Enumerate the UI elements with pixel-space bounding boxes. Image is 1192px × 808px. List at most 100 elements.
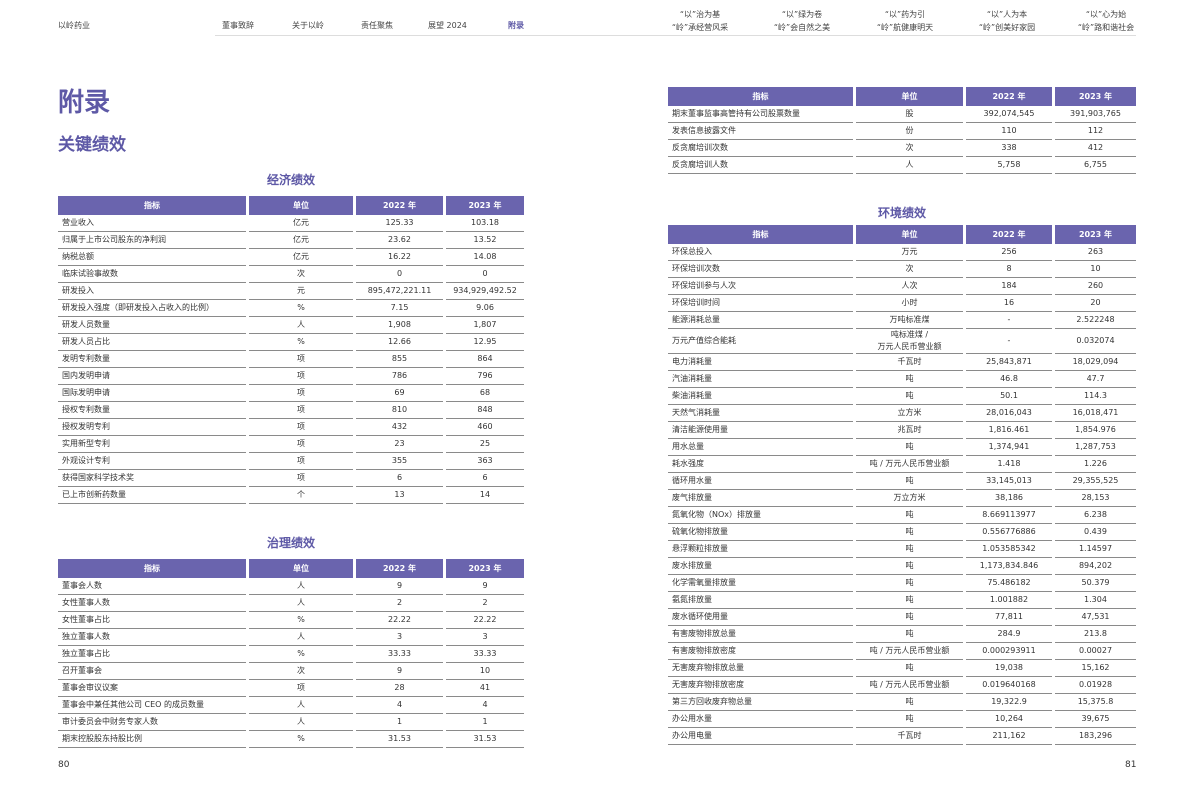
table-row: 反贪腐培训人数人 5,758 6,755: [668, 157, 1136, 174]
table-cell: 69: [356, 385, 443, 402]
table-cell: 亿元: [249, 249, 353, 266]
table-row: 无害废弃物排放总量吨 19,038 15,162: [668, 660, 1136, 677]
table-cell: 份: [856, 123, 963, 140]
table-cell: 1.226: [1055, 456, 1136, 473]
table-cell: 环保培训参与人次: [668, 278, 853, 295]
table-row: 研发人员数量人 1,908 1,807: [58, 317, 524, 334]
table-cell: 263: [1055, 244, 1136, 261]
column-header: 2022 年: [966, 87, 1052, 106]
table-cell: 人: [249, 578, 353, 595]
table-cell: 31.53: [446, 731, 524, 748]
theme-line: “岭”创美好家园: [978, 23, 1036, 32]
table-row: 悬浮颗粒排放量吨 1.053585342 1.14597: [668, 541, 1136, 558]
table-cell: 吨 / 万元人民币营业额: [856, 456, 963, 473]
table-row: 期末董事监事高管持有公司股票数量股 392,074,545 391,903,765: [668, 106, 1136, 123]
table-cell: 女性董事占比: [58, 612, 246, 629]
table-cell: 项: [249, 470, 353, 487]
table-cell: 4: [446, 697, 524, 714]
table-row: 柴油消耗量吨 50.1 114.3: [668, 388, 1136, 405]
table-row: 汽油消耗量吨 46.8 47.7: [668, 371, 1136, 388]
table-cell: 次: [856, 140, 963, 157]
table-cell: 864: [446, 351, 524, 368]
table-cell: 研发投入强度（即研发投入占收入的比例）: [58, 300, 246, 317]
table-cell: 22.22: [446, 612, 524, 629]
table-cell: 吨: [856, 388, 963, 405]
table-cell: 审计委员会中财务专家人数: [58, 714, 246, 731]
table-cell: 6: [356, 470, 443, 487]
table-cell: 0.439: [1055, 524, 1136, 541]
table-cell: 悬浮颗粒排放量: [668, 541, 853, 558]
column-header: 单位: [856, 225, 963, 244]
column-header: 2023 年: [1055, 87, 1136, 106]
table-cell: 10: [1055, 261, 1136, 278]
table-cell: 0.556776886: [966, 524, 1052, 541]
table-cell: 10,264: [966, 711, 1052, 728]
column-header: 2023 年: [446, 559, 524, 578]
table-cell: 23.62: [356, 232, 443, 249]
table-row: 期末控股股东持股比例% 31.53 31.53: [58, 731, 524, 748]
table-cell: 9: [446, 578, 524, 595]
table-row: 独立董事占比% 33.33 33.33: [58, 646, 524, 663]
theme: “以”人为本 “岭”创美好家园: [957, 8, 1057, 34]
table-cell: 吨: [856, 711, 963, 728]
table-cell: 39,675: [1055, 711, 1136, 728]
table-cell: 项: [249, 419, 353, 436]
table-cell: 董事会人数: [58, 578, 246, 595]
table-cell: 国内发明申请: [58, 368, 246, 385]
table-cell: 68: [446, 385, 524, 402]
table-row: 发明专利数量项 855 864: [58, 351, 524, 368]
table-cell: 废气排放量: [668, 490, 853, 507]
header-row: 指标 单位 2022 年 2023 年: [668, 225, 1136, 244]
table-cell: 吨: [856, 473, 963, 490]
table-cell: 2: [446, 595, 524, 612]
table-row: 临床试验事故数次 0 0: [58, 266, 524, 283]
table-cell: 25: [446, 436, 524, 453]
table-cell: 0.000293911: [966, 643, 1052, 660]
table-row: 董事会审议议案项 28 41: [58, 680, 524, 697]
table-cell: 反贪腐培训次数: [668, 140, 853, 157]
table-cell: 1,816.461: [966, 422, 1052, 439]
table-cell: 256: [966, 244, 1052, 261]
table-cell: 432: [356, 419, 443, 436]
page-title: 附录: [58, 88, 111, 118]
table-cell: 独立董事人数: [58, 629, 246, 646]
table-row: 天然气消耗量 立方米 28,016,043 16,018,471: [668, 405, 1136, 422]
column-header: 指标: [668, 87, 853, 106]
table-cell: 183,296: [1055, 728, 1136, 745]
table-row: 电力消耗量 千瓦时 25,843,871 18,029,094: [668, 354, 1136, 371]
table-cell: 855: [356, 351, 443, 368]
table-cell: 废水循环使用量: [668, 609, 853, 626]
table-row: 审计委员会中财务专家人数人 1 1: [58, 714, 524, 731]
table-cell: 31.53: [356, 731, 443, 748]
table-cell: 吨: [856, 439, 963, 456]
table-cell: 284.9: [966, 626, 1052, 643]
table-cell: 人: [249, 629, 353, 646]
table-cell: 有害废物排放总量: [668, 626, 853, 643]
table-cell: %: [249, 334, 353, 351]
table-cell: 营业收入: [58, 215, 246, 232]
table-cell: 项: [249, 402, 353, 419]
table-cell: 吨: [856, 371, 963, 388]
table-cell: 16.22: [356, 249, 443, 266]
table-cell: 实用新型专利: [58, 436, 246, 453]
table-cell: 项: [249, 368, 353, 385]
table-row: 废水循环使用量吨 77,811 47,531: [668, 609, 1136, 626]
table-cell: 895,472,221.11: [356, 283, 443, 300]
table-cell: 46.8: [966, 371, 1052, 388]
table-cell: 338: [966, 140, 1052, 157]
table-row: 化学需氧量排放量吨 75.486182 50.379: [668, 575, 1136, 592]
table-cell: 股: [856, 106, 963, 123]
table-cell: 0.019640168: [966, 677, 1052, 694]
table-cell: 412: [1055, 140, 1136, 157]
table-cell: 研发投入: [58, 283, 246, 300]
table-cell: 授权发明专利: [58, 419, 246, 436]
table-cell: 16,018,471: [1055, 405, 1136, 422]
column-header: 2022 年: [966, 225, 1052, 244]
table-cell: 发明专利数量: [58, 351, 246, 368]
table-cell: 纳税总额: [58, 249, 246, 266]
nav-item: 展望 2024: [428, 21, 467, 30]
table-row: 国内发明申请项 786 796: [58, 368, 524, 385]
table-cell: 项: [249, 436, 353, 453]
table-cell: 125.33: [356, 215, 443, 232]
